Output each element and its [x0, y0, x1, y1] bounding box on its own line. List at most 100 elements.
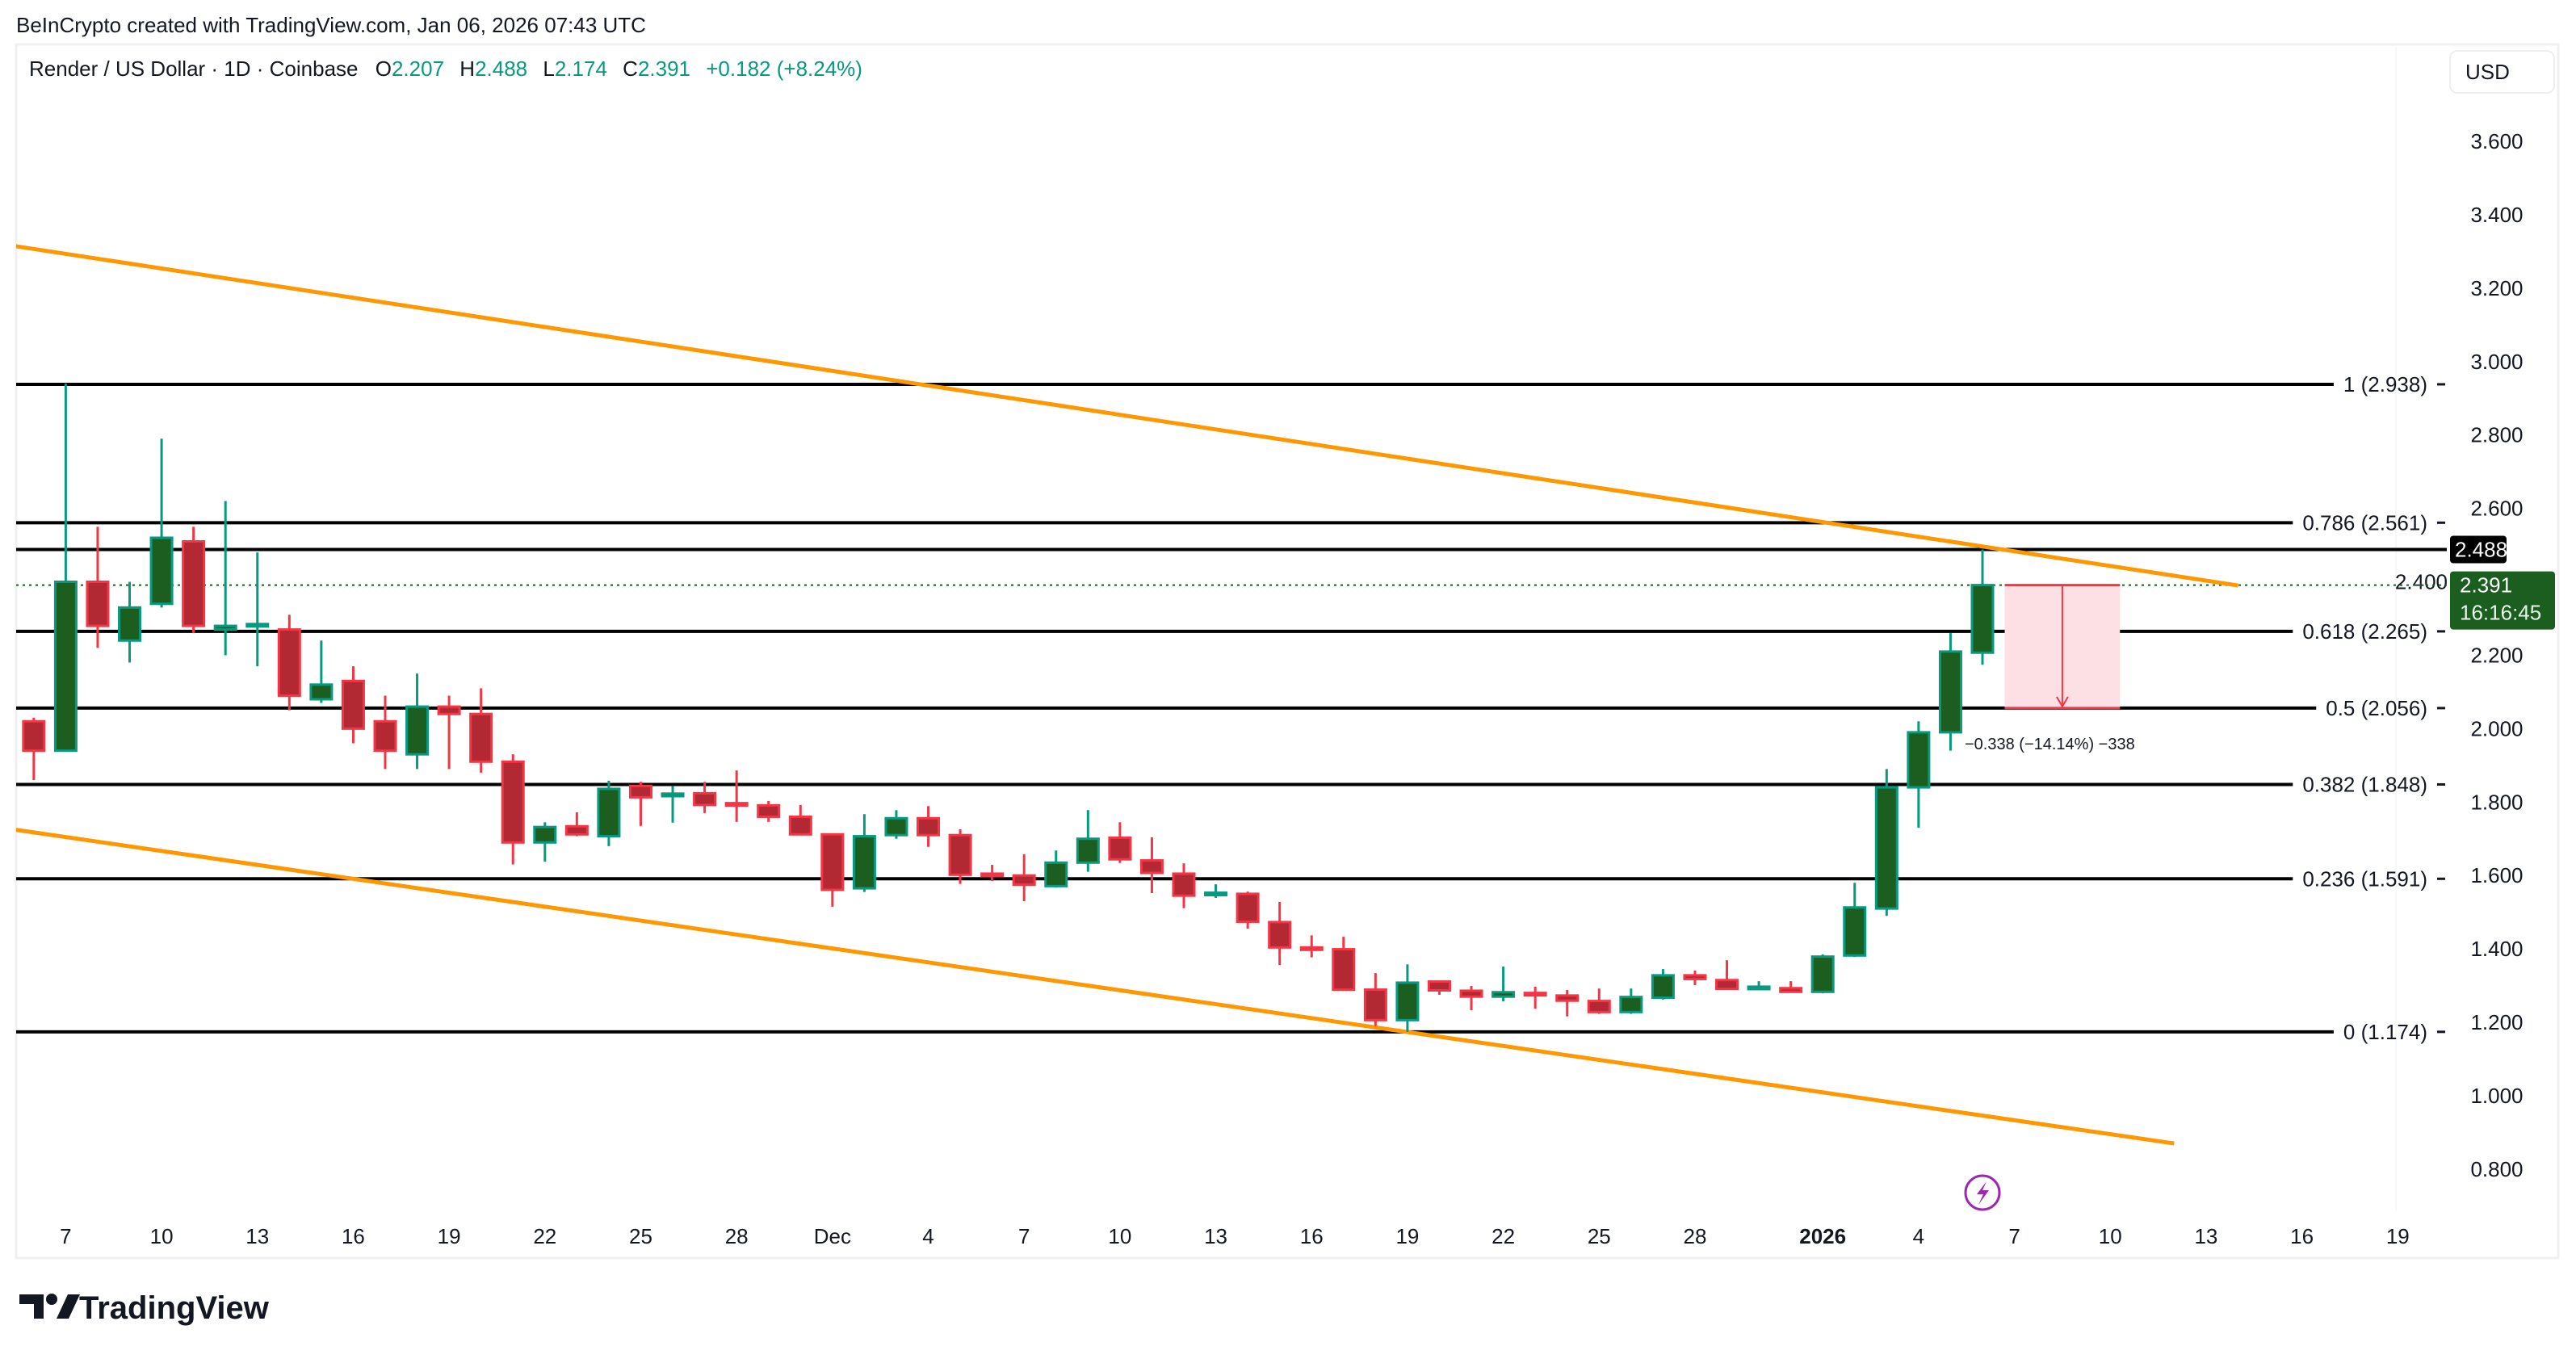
candle[interactable] [1938, 633, 1962, 751]
tradingview-logo[interactable]: TradingView [19, 1290, 270, 1326]
time-tick-label: Dec [814, 1224, 851, 1248]
legend-low: 2.174 [555, 57, 607, 81]
candle[interactable] [373, 695, 397, 770]
candle[interactable] [1012, 854, 1036, 902]
candle[interactable] [1491, 966, 1516, 1002]
candle-body [1810, 955, 1835, 993]
candle[interactable] [149, 438, 174, 608]
candle[interactable] [501, 754, 525, 865]
price-tick-label: 3.000 [2470, 350, 2523, 374]
candle[interactable] [564, 812, 589, 837]
candle[interactable] [1907, 721, 1931, 828]
candle[interactable] [405, 673, 430, 770]
candle[interactable] [182, 526, 206, 634]
candle[interactable] [1139, 837, 1164, 894]
candle-body [564, 824, 589, 836]
price-axis[interactable]: 3.600 3.400 3.200 3.000 2.800 2.600 2.400 2.200… [2395, 129, 2524, 1181]
time-axis[interactable]: 7 10 13 16 19 22 25 28 Dec 4 7 10 13 16 19 22 25 28 2026 4 7… [60, 1224, 2410, 1248]
candle[interactable] [1874, 769, 1898, 916]
candle[interactable] [1747, 981, 1771, 991]
candle[interactable] [1779, 981, 1803, 993]
candle[interactable] [884, 810, 908, 839]
candle[interactable] [86, 526, 110, 648]
candle[interactable] [1651, 969, 1675, 1000]
candle-body [501, 760, 525, 844]
time-tick-label: 19 [2386, 1224, 2410, 1248]
candle[interactable] [597, 780, 621, 846]
candle[interactable] [852, 814, 876, 892]
candle[interactable] [1619, 988, 1643, 1014]
candle[interactable] [1523, 986, 1547, 1009]
legend-low-label: L [543, 57, 554, 81]
candle[interactable] [1970, 549, 1995, 665]
candle[interactable] [1459, 986, 1483, 1011]
candle[interactable] [1587, 988, 1611, 1014]
candle[interactable] [1268, 901, 1292, 966]
candle[interactable] [1843, 883, 1867, 958]
candle[interactable] [757, 800, 781, 822]
candle-body [1683, 974, 1707, 980]
candle[interactable] [437, 695, 461, 770]
candle[interactable] [309, 640, 334, 703]
candle[interactable] [1299, 935, 1324, 958]
candle[interactable] [1172, 863, 1196, 908]
price-tick-label: 2.800 [2470, 423, 2523, 447]
candle-body [1268, 921, 1292, 949]
legend-close: 2.391 [638, 57, 690, 81]
event-marker[interactable] [1964, 1174, 2001, 1211]
candle[interactable] [1395, 964, 1420, 1032]
candle-body [1555, 994, 1580, 1002]
trendlines[interactable] [2, 244, 2238, 1146]
candle-body [628, 784, 652, 799]
candle[interactable] [1236, 891, 1260, 929]
candle-body [1523, 992, 1547, 997]
candle[interactable] [1683, 970, 1707, 986]
measure-arrowhead-icon [2056, 696, 2069, 708]
currency-button[interactable]: USD [2449, 50, 2555, 94]
candle[interactable] [1332, 937, 1356, 992]
candle[interactable] [980, 865, 1005, 882]
high-price-tag [2450, 535, 2507, 564]
candle[interactable] [245, 552, 270, 667]
legend-change: +0.182 (+8.24%) [706, 57, 862, 81]
candle[interactable] [118, 581, 142, 663]
candle-body [1363, 988, 1387, 1021]
candle[interactable] [1204, 884, 1228, 898]
candle[interactable] [22, 717, 46, 781]
candle[interactable] [1810, 954, 1835, 994]
candle[interactable] [917, 806, 941, 847]
candle[interactable] [1555, 990, 1580, 1017]
candle[interactable] [661, 786, 685, 823]
candle[interactable] [693, 782, 717, 813]
candle[interactable] [1715, 960, 1739, 991]
candle[interactable] [820, 833, 845, 907]
fib-level-label: 0 (1.174) [2343, 1020, 2427, 1044]
candle[interactable] [341, 666, 365, 744]
candle[interactable] [213, 501, 237, 656]
candle[interactable] [948, 828, 972, 884]
candle[interactable] [628, 782, 652, 826]
candle-body [1076, 837, 1100, 864]
candle-body [1332, 948, 1356, 992]
candle-body [213, 624, 237, 631]
candle[interactable] [788, 804, 812, 836]
candle-body [469, 712, 493, 763]
candle[interactable] [277, 614, 301, 711]
candle[interactable] [724, 770, 749, 822]
candle[interactable] [1363, 973, 1387, 1026]
candle[interactable] [1427, 980, 1451, 995]
candle-body [788, 815, 812, 836]
candle[interactable] [533, 822, 557, 862]
time-tick-label: 28 [1683, 1224, 1706, 1248]
candle[interactable] [1108, 822, 1132, 863]
candle[interactable] [53, 384, 78, 753]
candle[interactable] [1044, 850, 1068, 888]
candle[interactable] [469, 688, 493, 773]
candle-body [1938, 650, 1962, 734]
candle[interactable] [1076, 810, 1100, 872]
fibonacci-retracement[interactable]: 1 (2.938) 0.786 (2.561) 0.618 (2.265) 0.5 (… [16, 372, 2447, 1044]
measure-tool[interactable]: −0.338 (−14.14%) −338 [1965, 584, 2135, 753]
time-tick-label: 16 [2290, 1224, 2314, 1248]
